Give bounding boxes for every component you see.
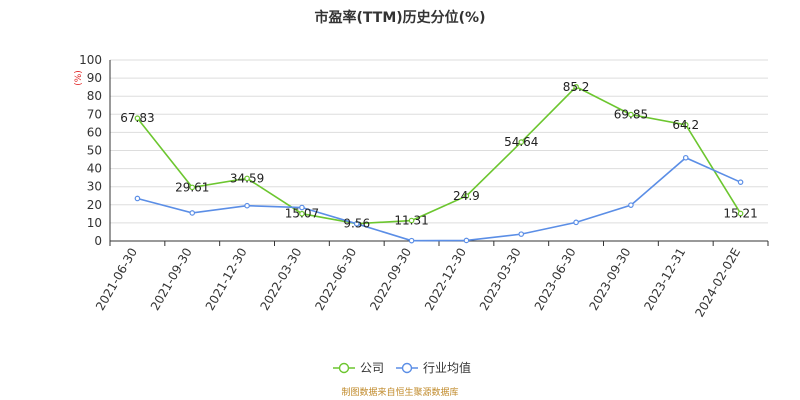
series-line-0 — [136, 85, 742, 225]
data-point — [518, 231, 525, 237]
data-point — [737, 210, 744, 217]
data-point — [463, 193, 470, 199]
data-point — [628, 202, 634, 208]
data-point — [353, 221, 360, 227]
y-tick-label: 50 — [87, 144, 102, 158]
x-tick-label: 2021-12-30 — [203, 245, 250, 312]
y-tick-label: 100 — [79, 53, 102, 67]
data-label: 67.83 — [120, 111, 154, 125]
y-tick-label: 80 — [87, 89, 102, 103]
data-point — [737, 179, 744, 185]
data-label: 69.85 — [614, 108, 648, 122]
y-tick-label: 40 — [87, 162, 102, 176]
gridlines — [110, 59, 768, 224]
legend-label-0: 公司 — [360, 361, 384, 375]
data-label: 9.56 — [343, 217, 370, 231]
x-tick-label: 2022-09-30 — [367, 246, 414, 313]
series-lines — [134, 83, 744, 244]
x-tick-label: 2022-03-30 — [258, 246, 305, 313]
x-tick-label: 2023-09-30 — [587, 246, 634, 313]
data-point — [573, 83, 579, 90]
data-point — [463, 237, 470, 244]
y-tick-label: 10 — [87, 216, 102, 230]
data-point — [244, 175, 250, 182]
y-tick-label: 30 — [87, 180, 102, 194]
legend: 公司 行业均值 — [333, 360, 471, 375]
y-tick-label: 90 — [87, 71, 102, 85]
data-point — [682, 154, 689, 161]
chart-title: 市盈率(TTM)历史分位(%) — [315, 9, 486, 26]
data-point — [628, 111, 634, 118]
data-label: 29.61 — [175, 180, 209, 194]
data-point — [573, 219, 579, 226]
y-tick-label: 0 — [94, 234, 102, 248]
data-label: 11.31 — [394, 214, 428, 228]
y-tick-label: 60 — [87, 125, 102, 139]
data-label: 85.2 — [563, 80, 590, 94]
data-source-note: 制图数据来自恒生聚源数据库 — [341, 386, 458, 398]
data-point — [518, 139, 525, 145]
data-labels: 67.83 29.61 34.59 15.07 9.56 11.31 24.9 54.64 85… — [120, 80, 758, 231]
y-tick-label: 20 — [87, 198, 102, 212]
x-tick-label: 2022-12-30 — [422, 245, 469, 312]
data-point — [134, 115, 141, 122]
x-tick-label: 2021-09-30 — [148, 246, 195, 313]
y-axis-unit: (%) — [74, 70, 84, 86]
x-tick-label: 2022-06-30 — [312, 246, 359, 313]
data-point — [408, 237, 415, 244]
data-label: 15.07 — [285, 207, 319, 221]
x-tick-label: 2024-02-02E — [692, 246, 743, 320]
data-point — [408, 217, 415, 224]
legend-label-1: 行业均值 — [423, 360, 471, 375]
data-label: 15.21 — [723, 206, 757, 220]
data-point — [189, 184, 196, 191]
legend-marker — [338, 362, 350, 374]
x-tick-label: 2023-06-30 — [532, 246, 579, 313]
data-point — [682, 121, 689, 128]
data-point — [299, 204, 305, 211]
data-point — [134, 195, 141, 202]
x-tick-label: 2021-06-30 — [93, 246, 140, 313]
data-point — [299, 210, 305, 217]
y-tick-label: 70 — [87, 107, 102, 121]
data-label: 34.59 — [230, 171, 264, 185]
series-line-1 — [137, 156, 741, 242]
data-label: 54.64 — [504, 135, 538, 149]
legend-marker — [401, 362, 413, 374]
data-label: 24.9 — [453, 189, 480, 203]
data-label: 64.2 — [672, 118, 699, 132]
x-tick-label: 2023-03-30 — [477, 246, 524, 313]
data-point — [189, 210, 196, 216]
data-point — [244, 202, 250, 209]
x-tick-label: 2023-12-31 — [641, 246, 688, 313]
